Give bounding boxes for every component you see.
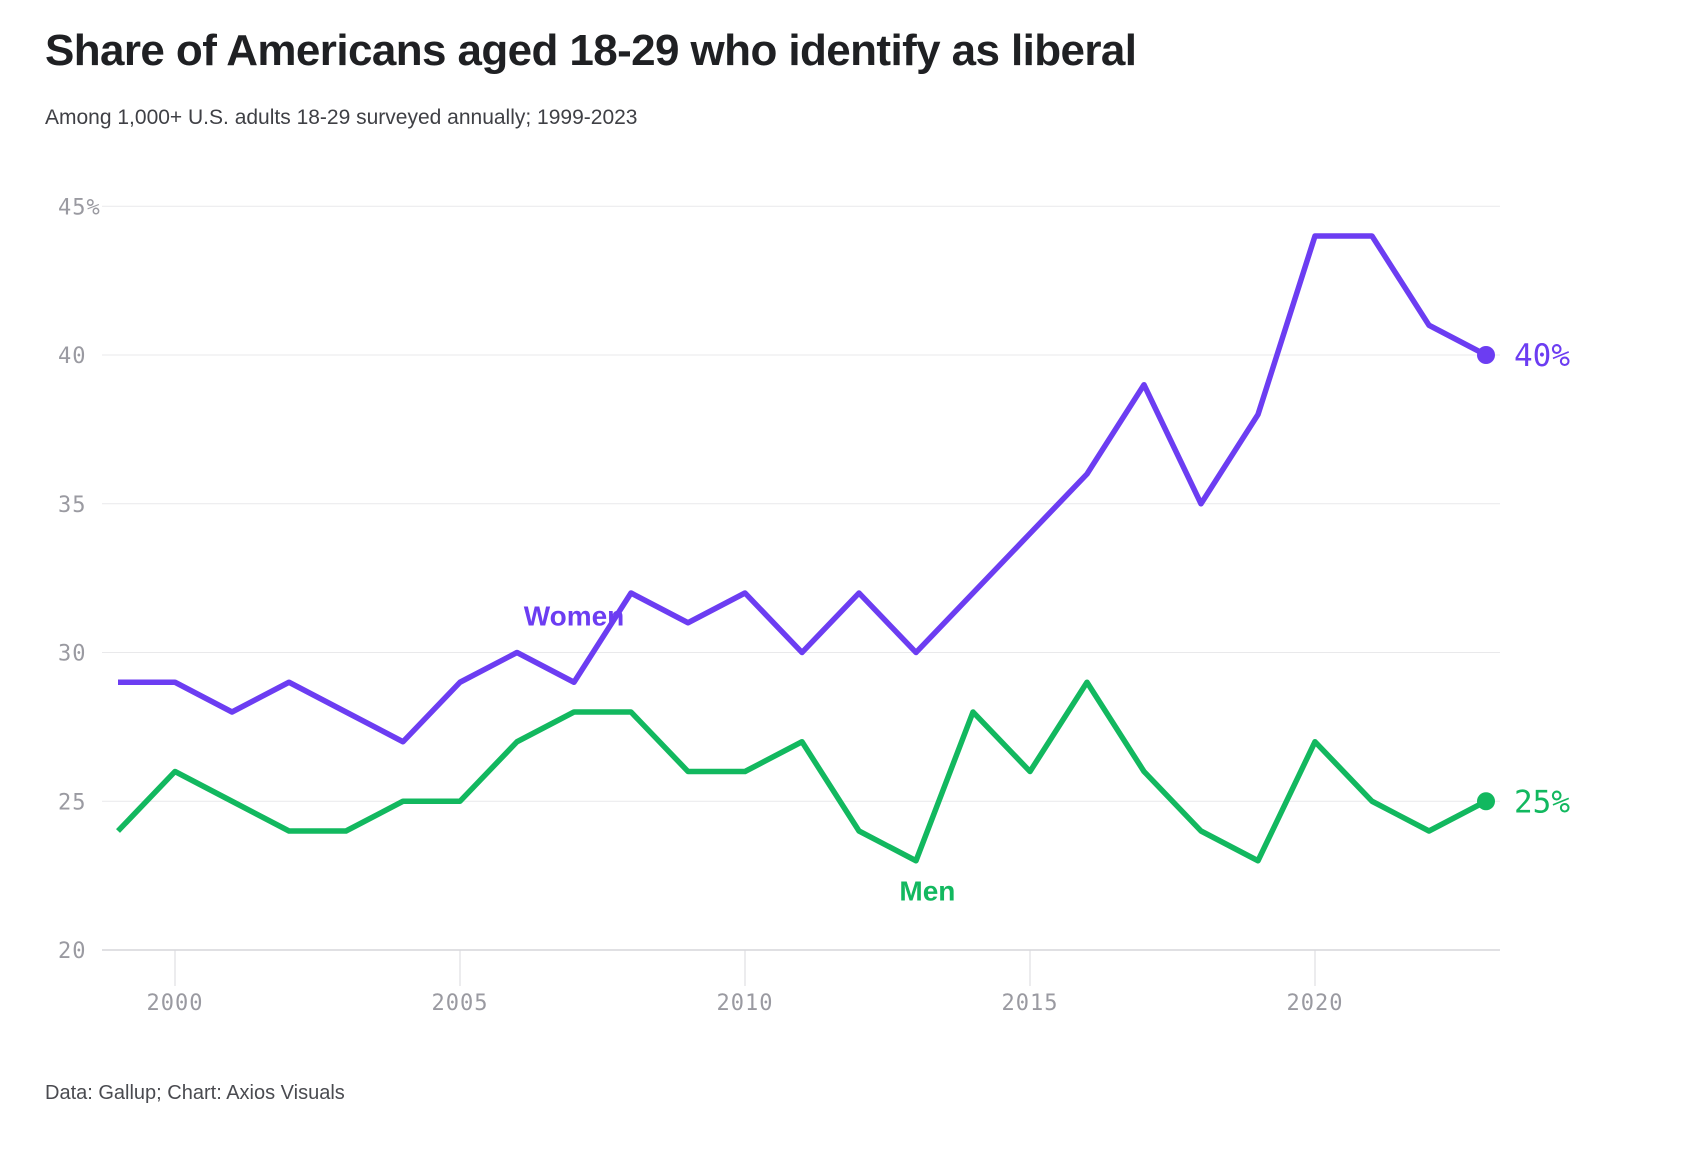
page-subtitle: Among 1,000+ U.S. adults 18-29 surveyed … — [45, 106, 638, 129]
y-tick-label: 40 — [58, 344, 87, 369]
women-end-value-label: 40% — [1514, 338, 1570, 374]
men-line — [116, 679, 1488, 864]
x-tick-label: 2005 — [432, 991, 489, 1016]
y-tick-label: 25 — [58, 790, 87, 815]
men-series-label: Men — [899, 876, 955, 907]
x-tick-label: 2015 — [1002, 991, 1059, 1016]
women-line — [118, 233, 1488, 745]
chart-credit: Data: Gallup; Chart: Axios Visuals — [45, 1082, 345, 1104]
y-tick-label: 30 — [58, 642, 87, 667]
y-tick-label: 35 — [58, 493, 87, 518]
women-end-dot — [1477, 346, 1495, 364]
x-tick-label: 2000 — [147, 991, 204, 1016]
x-tick-label: 2010 — [717, 991, 774, 1016]
women-series-label: Women — [524, 600, 625, 631]
page-title: Share of Americans aged 18-29 who identi… — [45, 26, 1137, 75]
y-tick-label: 20 — [58, 939, 87, 964]
y-tick-label: 45% — [58, 195, 101, 220]
men-end-dot — [1477, 792, 1495, 811]
men-end-value-label: 25% — [1514, 784, 1570, 820]
x-tick-label: 2020 — [1287, 991, 1344, 1016]
